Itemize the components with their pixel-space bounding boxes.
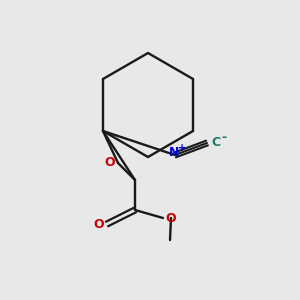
Text: +: + [178,143,186,153]
Text: O: O [105,157,115,169]
Text: $\mathregular{C}$: $\mathregular{C}$ [211,136,221,148]
Text: O: O [94,218,104,230]
Text: -: - [221,130,226,143]
Text: $\mathregular{N}$: $\mathregular{N}$ [168,146,180,160]
Text: O: O [166,212,176,224]
